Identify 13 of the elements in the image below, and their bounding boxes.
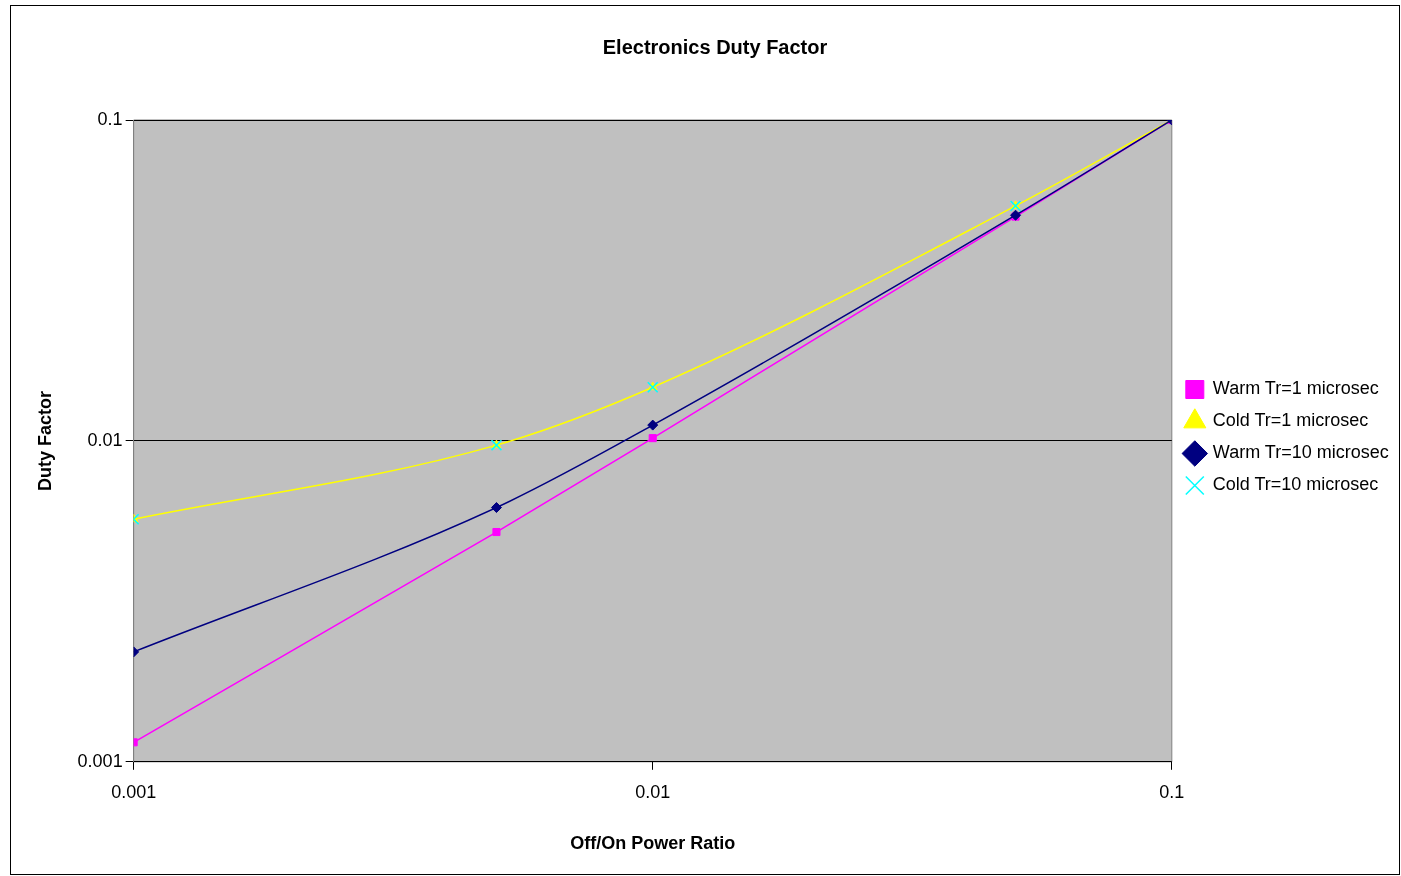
x-tick-label: 0.1 [1159,781,1185,802]
y-axis-title: Duty Factor [34,390,55,491]
chart-title: Electronics Duty Factor [602,35,828,58]
y-tick-label: 0.1 [97,108,123,129]
y-tick-label: 0.001 [77,750,123,771]
legend-label: Cold Tr=1 microsec [1212,410,1369,431]
y-tick-label: 0.01 [87,429,123,450]
legend-label: Warm Tr=10 microsec [1212,442,1389,463]
x-tick-label: 0.001 [111,781,157,802]
legend-label: Warm Tr=1 microsec [1212,378,1379,399]
legend-label: Cold Tr=10 microsec [1212,474,1379,495]
x-tick-label: 0.01 [635,781,671,802]
x-axis-title: Off/On Power Ratio [570,833,736,854]
